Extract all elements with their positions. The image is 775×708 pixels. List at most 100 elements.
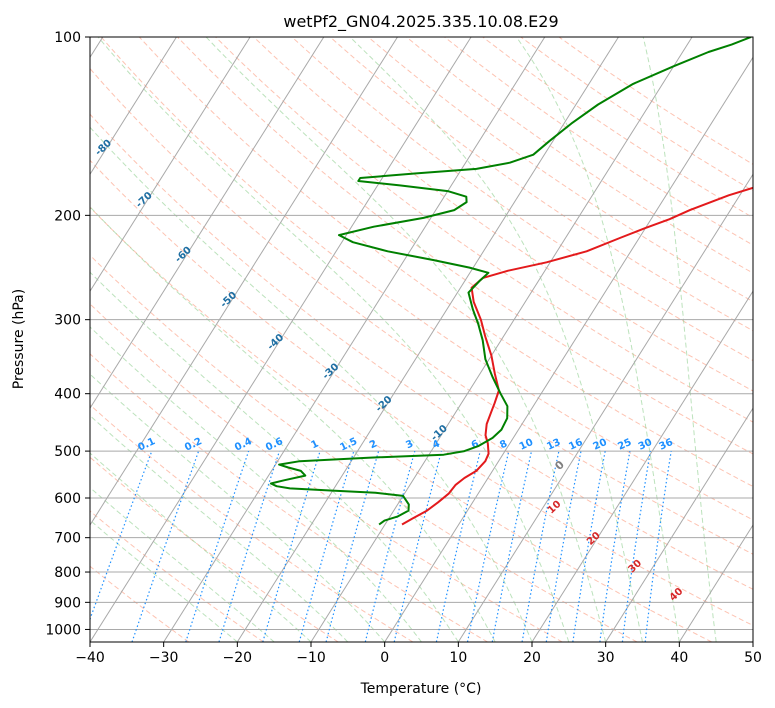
moist-adiabat-line [516, 37, 680, 642]
isotherm-label: -100 [0, 47, 25, 72]
x-tick-label: −30 [149, 650, 179, 666]
dry-adiabat-line [482, 37, 753, 219]
dry-adiabat-line [444, 37, 753, 246]
overlay-labels: -100-90-80-70-60-50-40-30-20-100.1 0.2 0.4… [0, 47, 686, 604]
mixing-ratio-label: 30 [637, 437, 654, 453]
isotherm-line [678, 524, 753, 642]
moist-adiabat-line [90, 271, 459, 642]
mixing-ratio-line [131, 450, 200, 642]
isotherm-line [384, 56, 753, 642]
isotherm-line [90, 37, 398, 526]
y-tick-label: 300 [54, 313, 81, 329]
background-lines [90, 37, 753, 642]
mixing-ratio-label: 3 [404, 438, 415, 451]
dry-adiabat-line [367, 37, 753, 303]
x-tick-label: 20 [523, 650, 541, 666]
x-tick-label: 40 [670, 650, 688, 666]
dry-adiabat-line [406, 37, 753, 274]
plot-frame [89, 36, 754, 643]
dry-adiabat-line [90, 353, 488, 642]
moist-adiabat-line [349, 37, 643, 642]
axes: −40 −30 −20 −10 0 10 20 30 40 5010020030040050060… [45, 30, 762, 666]
y-tick-label: 100 [54, 30, 81, 46]
moist-adiabat-line [90, 326, 422, 642]
moist-adiabat-line [97, 37, 570, 642]
dry-adiabat-line [90, 456, 339, 642]
isotherm-line [90, 37, 251, 293]
moist-adiabat-line [205, 37, 607, 642]
mixing-ratio-label: 8 [498, 438, 509, 451]
dry-adiabat-line [215, 37, 753, 423]
moist-adiabat-line [90, 486, 275, 642]
moist-adiabat-line [90, 206, 496, 642]
x-tick-label: −20 [223, 650, 253, 666]
mixing-ratio-line [435, 450, 481, 642]
x-tick-label: 0 [380, 650, 389, 666]
mixing-ratio-label: 36 [658, 437, 675, 453]
isotherm-label: -90 [48, 92, 69, 112]
isotherm-line [457, 173, 753, 642]
y-tick-label: 1000 [45, 622, 81, 638]
isotherm-line [531, 290, 753, 642]
dry-adiabat-line [90, 113, 753, 590]
y-tick-label: 800 [54, 565, 81, 581]
mixing-ratio-line [521, 450, 560, 642]
y-tick-label: 500 [54, 444, 81, 460]
x-tick-label: −40 [75, 650, 105, 666]
dry-adiabat-line [291, 37, 753, 362]
profile-traces [269, 37, 753, 526]
dry-adiabat-line [90, 67, 753, 555]
theta-label: 40 [668, 586, 686, 604]
dry-adiabat-line [138, 37, 753, 488]
x-tick-label: 50 [744, 650, 762, 666]
reference-label: 0 [552, 458, 567, 473]
mixing-ratio-label: 1 [310, 438, 321, 451]
isotherm-line [605, 407, 753, 642]
dry-adiabat-line [558, 37, 753, 165]
y-tick-label: 600 [54, 491, 81, 507]
x-tick-label: 10 [449, 650, 467, 666]
mixing-ratio-line [644, 451, 672, 642]
dry-adiabat-line [100, 37, 753, 521]
moist-adiabat-line [90, 126, 533, 642]
isotherm-line [90, 37, 472, 642]
mixing-ratio-line [466, 450, 510, 642]
mixing-ratio-line [262, 450, 321, 642]
x-tick-label: −10 [296, 650, 326, 666]
dry-adiabat-line [90, 206, 712, 642]
isotherm-line [90, 37, 325, 410]
moist-adiabat-line [90, 452, 312, 642]
isotherm-line [752, 641, 753, 642]
y-tick-label: 400 [54, 387, 81, 403]
y-tick-label: 200 [54, 208, 81, 224]
moist-adiabat-line [90, 519, 238, 642]
y-tick-label: 900 [54, 595, 81, 611]
isotherm-line [163, 37, 546, 642]
dry-adiabat-line [90, 159, 753, 627]
dewpoint-trace [269, 37, 752, 526]
mixing-ratio-line [364, 450, 416, 642]
mixing-ratio-line [298, 450, 355, 642]
mixing-ratio-label: 2 [368, 438, 379, 451]
dry-adiabat-line [253, 37, 753, 392]
mixing-ratio-line [545, 450, 582, 642]
dry-adiabat-line [90, 510, 264, 642]
isotherm-line [90, 37, 177, 176]
mixing-ratio-line [218, 450, 281, 642]
mixing-ratio-label: 13 [545, 437, 562, 453]
chart-title: wetPf2_GN04.2025.335.10.08.E29 [283, 12, 558, 32]
isotherm-line [310, 37, 693, 642]
x-axis-label: Temperature (°C) [360, 681, 482, 697]
dry-adiabat-line [90, 303, 563, 642]
moist-adiabat-line [90, 414, 349, 642]
mixing-ratio-line [599, 450, 631, 642]
mixing-ratio-line [393, 450, 442, 642]
mixing-ratio-label: 6 [470, 438, 481, 451]
x-tick-label: 30 [597, 650, 615, 666]
y-tick-label: 700 [54, 531, 81, 547]
theta-label: 10 [546, 499, 564, 517]
mixing-ratio-line [572, 450, 606, 642]
mixing-ratio-label: 16 [567, 437, 584, 453]
mixing-ratio-label: 20 [592, 437, 609, 453]
mixing-ratio-line [325, 450, 380, 642]
